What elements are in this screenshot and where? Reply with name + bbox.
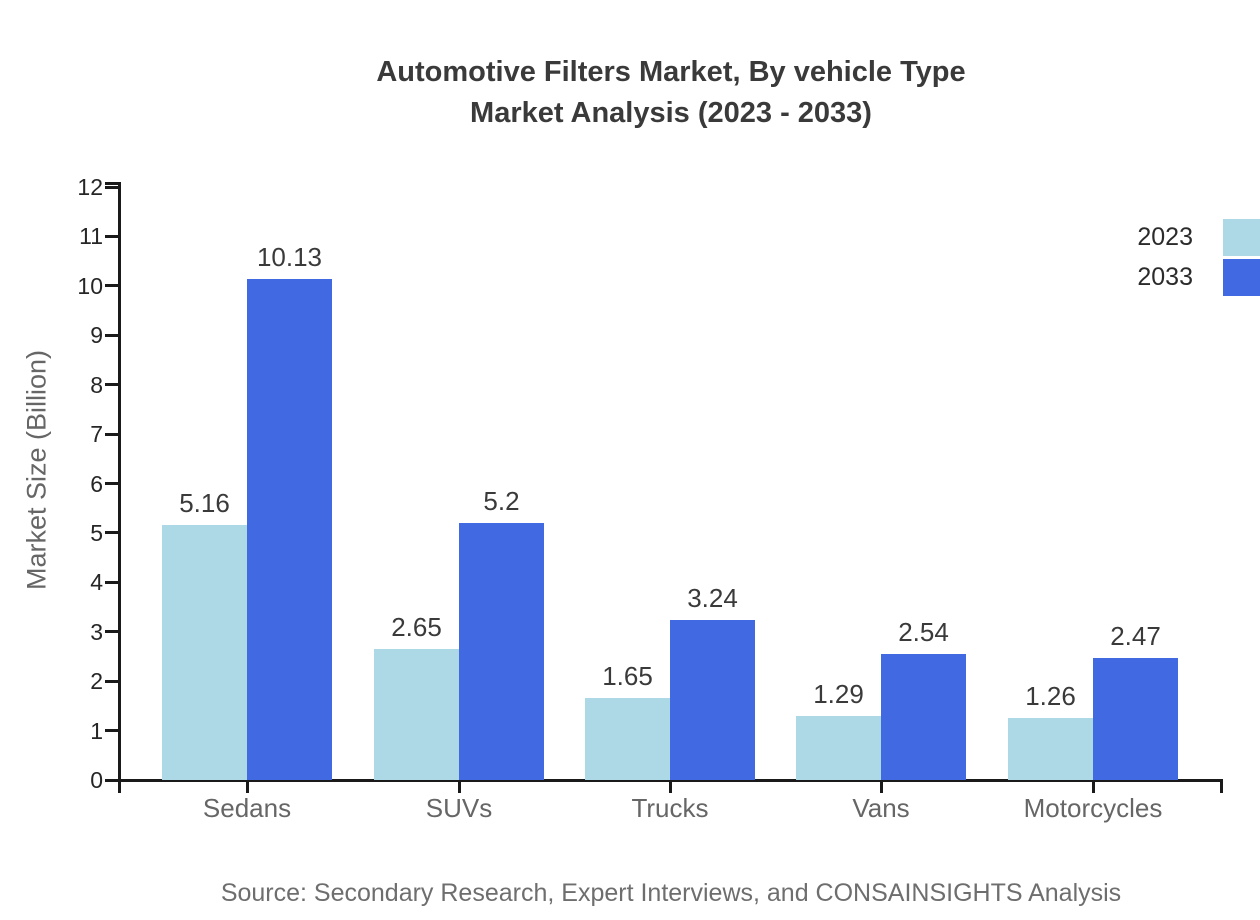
bar-2033-sedans [247,279,332,780]
y-tick [105,630,119,634]
x-tick [668,780,672,793]
bar-value-label: 2.65 [391,612,442,642]
y-tick-label: 10 [77,272,103,299]
legend-swatch-2023 [1223,218,1260,256]
y-tick-label: 5 [90,519,103,546]
bar-value-label: 2.47 [1110,621,1161,651]
y-tick [105,333,119,337]
x-axis-start-cap-tick [118,780,121,793]
y-tick [105,482,119,485]
y-axis-end-cap-tick [105,182,119,185]
y-tick [105,234,119,238]
bar-2023-trucks [585,698,670,780]
bar-2023-sedans [162,525,247,780]
chart-title-line1: Automotive Filters Market, By vehicle Ty… [376,56,966,88]
x-tick [245,780,249,793]
bar-value-label: 1.65 [602,661,653,691]
x-tick [879,780,883,793]
category-label-trucks: Trucks [631,793,709,823]
legend-item-2033: 2033 [1137,257,1260,297]
y-tick [105,284,119,288]
y-tick [105,531,119,535]
bar-value-label: 3.24 [687,583,738,613]
y-tick [105,580,119,584]
y-tick-label: 7 [90,421,103,448]
bar-value-label: 1.26 [1025,681,1076,711]
bar-2033-motorcycles [1093,658,1178,780]
bar-value-label: 1.29 [813,679,864,709]
y-tick [105,185,119,189]
y-axis-line [118,182,121,789]
legend-label-2033: 2033 [1137,262,1193,291]
bar-2023-vans [796,716,881,780]
category-label-motorcycles: Motorcycles [1023,793,1163,823]
y-tick-label: 0 [90,767,103,793]
x-tick [1091,780,1095,793]
y-tick-label: 6 [90,470,103,497]
x-tick [457,780,461,793]
legend-swatch-2033 [1223,258,1260,296]
y-tick [105,432,119,436]
bar-2033-trucks [670,620,755,780]
y-tick-label: 2 [90,668,103,695]
y-tick [105,383,119,387]
x-axis-end-cap-tick [1220,780,1223,793]
y-tick-label: 1 [90,717,103,744]
y-tick-label: 9 [90,322,103,349]
y-tick [105,778,119,782]
bar-2023-suvs [374,649,459,780]
y-tick-label: 8 [90,371,103,398]
chart-title-line2: Market Analysis (2023 - 2033) [470,97,872,129]
bar-2033-vans [881,654,966,780]
source-caption: Source: Secondary Research, Expert Inter… [220,879,1122,907]
bar-value-label: 5.16 [179,488,230,518]
y-tick-label: 12 [77,174,103,200]
y-tick-label: 3 [90,618,103,645]
category-label-sedans: Sedans [202,793,292,823]
y-tick [105,679,119,683]
category-label-suvs: SUVs [425,793,493,823]
bar-2033-suvs [459,523,544,780]
legend-item-2023: 2023 [1137,217,1260,257]
legend: 2023 2033 [1137,217,1260,297]
y-tick-label: 11 [79,223,103,250]
bar-value-label: 10.13 [256,242,323,272]
bar-2023-motorcycles [1008,718,1093,780]
category-label-vans: Vans [852,793,910,823]
bar-value-label: 5.2 [483,486,520,516]
chart-title: Automotive Filters Market, By vehicle Ty… [376,52,965,134]
y-tick-label: 4 [90,569,103,596]
legend-label-2023: 2023 [1137,222,1193,251]
y-tick [105,729,119,733]
bar-value-label: 2.54 [898,617,949,647]
